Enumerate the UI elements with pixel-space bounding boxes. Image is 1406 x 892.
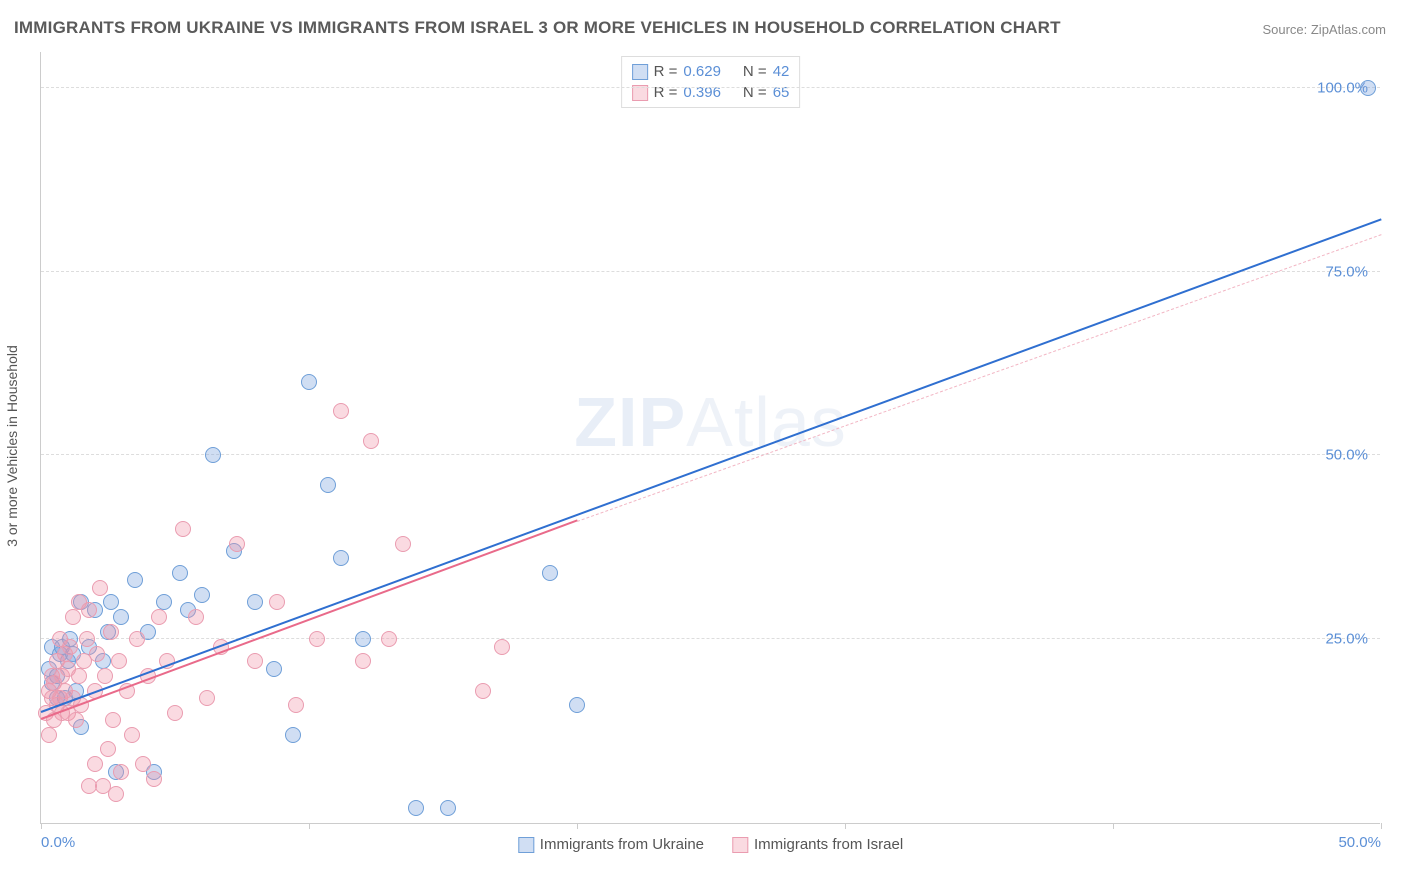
n-value: 42 <box>773 63 790 80</box>
y-tick-label: 50.0% <box>1325 447 1368 464</box>
r-label: R = <box>654 63 678 80</box>
data-point <box>89 646 105 662</box>
legend-label: Immigrants from Israel <box>754 836 903 853</box>
n-label: N = <box>743 63 767 80</box>
x-tick <box>845 823 846 829</box>
data-point <box>172 565 188 581</box>
data-point <box>199 690 215 706</box>
data-point <box>288 697 304 713</box>
data-point <box>135 756 151 772</box>
y-axis-label: 3 or more Vehicles in Household <box>4 345 20 547</box>
data-point <box>156 594 172 610</box>
data-point <box>333 550 349 566</box>
data-point <box>127 572 143 588</box>
data-point <box>124 727 140 743</box>
data-point <box>194 587 210 603</box>
legend-swatch-israel <box>732 837 748 853</box>
x-tick-label: 50.0% <box>1338 834 1381 851</box>
x-tick <box>309 823 310 829</box>
data-point <box>229 536 245 552</box>
data-point <box>475 683 491 699</box>
data-point <box>381 631 397 647</box>
x-tick <box>41 823 42 829</box>
data-point <box>440 800 456 816</box>
data-point <box>569 697 585 713</box>
chart-container: IMMIGRANTS FROM UKRAINE VS IMMIGRANTS FR… <box>0 0 1406 892</box>
x-tick <box>1113 823 1114 829</box>
data-point <box>62 639 78 655</box>
data-point <box>301 374 317 390</box>
legend-stats-row: R = 0.396 N = 65 <box>632 82 790 103</box>
y-tick-label: 75.0% <box>1325 263 1368 280</box>
data-point <box>408 800 424 816</box>
legend-stats: R = 0.629 N = 42 R = 0.396 N = 65 <box>621 56 801 108</box>
chart-title: IMMIGRANTS FROM UKRAINE VS IMMIGRANTS FR… <box>14 18 1061 38</box>
data-point <box>247 594 263 610</box>
data-point <box>113 764 129 780</box>
data-point <box>395 536 411 552</box>
data-point <box>1360 80 1376 96</box>
x-tick <box>577 823 578 829</box>
data-point <box>100 741 116 757</box>
data-point <box>108 786 124 802</box>
data-point <box>68 712 84 728</box>
y-tick-label: 25.0% <box>1325 631 1368 648</box>
data-point <box>205 447 221 463</box>
data-point <box>175 521 191 537</box>
data-point <box>320 477 336 493</box>
data-point <box>129 631 145 647</box>
data-point <box>146 771 162 787</box>
legend-series: Immigrants from Ukraine Immigrants from … <box>518 836 903 853</box>
data-point <box>309 631 325 647</box>
gridline-h <box>41 87 1380 88</box>
data-point <box>266 661 282 677</box>
r-value: 0.629 <box>683 63 721 80</box>
data-point <box>247 653 263 669</box>
data-point <box>92 580 108 596</box>
data-point <box>103 624 119 640</box>
data-point <box>71 668 87 684</box>
data-point <box>97 668 113 684</box>
data-point <box>269 594 285 610</box>
legend-label: Immigrants from Ukraine <box>540 836 704 853</box>
data-point <box>542 565 558 581</box>
gridline-h <box>41 271 1380 272</box>
legend-swatch-ukraine <box>632 64 648 80</box>
data-point <box>41 727 57 743</box>
legend-stats-row: R = 0.629 N = 42 <box>632 61 790 82</box>
data-point <box>355 653 371 669</box>
watermark-thin: Atlas <box>686 383 847 461</box>
data-point <box>113 609 129 625</box>
data-point <box>363 433 379 449</box>
data-point <box>494 639 510 655</box>
data-point <box>355 631 371 647</box>
trend-line-extension <box>577 234 1381 522</box>
data-point <box>105 712 121 728</box>
data-point <box>285 727 301 743</box>
x-tick <box>1381 823 1382 829</box>
data-point <box>87 756 103 772</box>
legend-item-israel: Immigrants from Israel <box>732 836 903 853</box>
data-point <box>111 653 127 669</box>
data-point <box>167 705 183 721</box>
plot-area: ZIPAtlas R = 0.629 N = 42 R = 0.396 N = … <box>40 52 1380 824</box>
x-tick-label: 0.0% <box>41 834 75 851</box>
data-point <box>188 609 204 625</box>
source-label: Source: ZipAtlas.com <box>1262 22 1386 37</box>
gridline-h <box>41 454 1380 455</box>
watermark: ZIPAtlas <box>574 382 847 462</box>
data-point <box>79 631 95 647</box>
legend-swatch-ukraine <box>518 837 534 853</box>
legend-item-ukraine: Immigrants from Ukraine <box>518 836 704 853</box>
data-point <box>65 609 81 625</box>
data-point <box>103 594 119 610</box>
data-point <box>333 403 349 419</box>
data-point <box>81 602 97 618</box>
data-point <box>151 609 167 625</box>
watermark-bold: ZIP <box>574 383 686 461</box>
